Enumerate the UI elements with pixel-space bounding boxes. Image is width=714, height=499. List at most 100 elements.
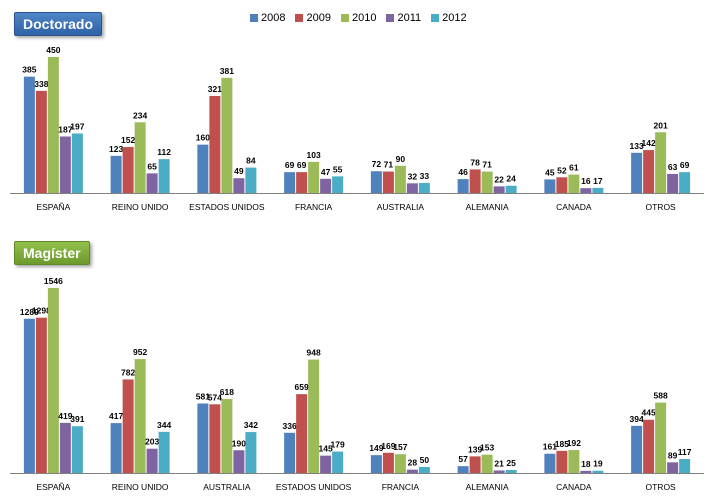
- doctorado-bar-australia-2012: [418, 183, 430, 193]
- doctorado-data-label-estados-unidos-2008: 160: [196, 133, 210, 143]
- magister-bar-canada-2008: [544, 453, 556, 473]
- magister-data-label-alemania-2009: 139: [468, 444, 482, 454]
- magister-bar-reino-unido-2012: [158, 431, 170, 473]
- doctorado-bar-francia-2008: [284, 172, 296, 193]
- magister-data-label-alemania-2011: 21: [494, 458, 504, 468]
- magister-bar-reino-unido-2009: [122, 379, 134, 473]
- magister-bar-estados-unidos-2012: [332, 451, 344, 473]
- doctorado-bar-alemania-2008: [457, 179, 469, 193]
- magister-bar-otros-2010: [655, 402, 667, 473]
- magister-bar-canada-2011: [580, 470, 592, 473]
- doctorado-bar-canada-2012: [592, 187, 604, 193]
- doctorado-title-badge: Doctorado: [14, 12, 102, 36]
- doctorado-bar-espana-2012: [71, 133, 83, 193]
- magister-bar-espana-2011: [59, 422, 71, 473]
- doctorado-data-label-otros-2009: 142: [642, 138, 656, 148]
- magister-bar-alemania-2012: [505, 470, 517, 473]
- doctorado-data-label-francia-2012: 55: [333, 164, 343, 174]
- legend-label-2009: 2009: [306, 12, 331, 24]
- magister-data-label-reino-unido-2011: 203: [145, 437, 159, 447]
- magister-data-label-canada-2008: 161: [543, 442, 557, 452]
- magister-data-label-australia-2010: 618: [220, 387, 234, 397]
- doctorado-bar-reino-unido-2010: [134, 122, 146, 193]
- magister-data-label-otros-2012: 117: [678, 447, 692, 457]
- magister-category-label-australia: AUSTRALIA: [203, 482, 251, 492]
- magister-bar-estados-unidos-2008: [284, 432, 296, 473]
- doctorado-data-label-canada-2009: 52: [557, 165, 567, 175]
- doctorado-data-label-espana-2009: 338: [34, 79, 48, 89]
- magister-data-label-francia-2008: 149: [369, 443, 383, 453]
- magister-data-label-espana-2011: 419: [58, 411, 72, 421]
- magister-bar-canada-2010: [568, 450, 580, 473]
- doctorado-bar-estados-unidos-2012: [245, 167, 257, 193]
- magister-bar-francia-2010: [394, 454, 406, 473]
- doctorado-bar-francia-2012: [332, 176, 344, 193]
- magister-data-label-francia-2010: 157: [393, 442, 407, 452]
- magister-data-label-espana-2008: 1289: [20, 307, 39, 317]
- magister-bar-espana-2008: [23, 318, 35, 473]
- magister-data-label-alemania-2012: 25: [506, 458, 516, 468]
- doctorado-category-label-otros: OTROS: [646, 202, 677, 212]
- doctorado-data-label-francia-2009: 69: [297, 160, 307, 170]
- magister-data-label-estados-unidos-2010: 948: [307, 348, 321, 358]
- doctorado-bar-otros-2010: [655, 132, 667, 193]
- magister-bar-australia-2009: [209, 404, 221, 473]
- doctorado-data-label-francia-2011: 47: [321, 167, 331, 177]
- doctorado-data-label-otros-2008: 133: [630, 141, 644, 151]
- doctorado-data-label-reino-unido-2011: 65: [147, 161, 157, 171]
- magister-data-label-otros-2009: 445: [642, 408, 656, 418]
- doctorado-data-label-canada-2011: 16: [581, 176, 591, 186]
- magister-category-label-estados-unidos: ESTADOS UNIDOS: [276, 482, 352, 492]
- doctorado-bar-canada-2009: [556, 177, 568, 193]
- magister-bar-alemania-2010: [481, 454, 493, 473]
- doctorado-data-label-canada-2012: 17: [593, 176, 603, 186]
- magister-data-label-estados-unidos-2012: 179: [331, 440, 345, 450]
- magister-data-label-estados-unidos-2009: 659: [295, 382, 309, 392]
- doctorado-category-label-estados-unidos: ESTADOS UNIDOS: [189, 202, 265, 212]
- doctorado-data-label-canada-2008: 45: [545, 167, 555, 177]
- magister-bar-australia-2011: [233, 450, 245, 473]
- doctorado-category-label-francia: FRANCIA: [295, 202, 333, 212]
- doctorado-bar-australia-2008: [370, 171, 382, 193]
- magister-data-label-espana-2009: 1298: [32, 306, 51, 316]
- legend-item-2010: 2010: [340, 12, 377, 24]
- magister-bar-otros-2009: [643, 419, 655, 473]
- doctorado-data-label-espana-2008: 385: [22, 65, 36, 75]
- doctorado-bar-alemania-2012: [505, 185, 517, 193]
- magister-bar-canada-2012: [592, 470, 604, 473]
- doctorado-bar-francia-2009: [296, 172, 308, 193]
- magister-data-label-canada-2010: 192: [567, 438, 581, 448]
- magister-bar-francia-2012: [418, 467, 430, 473]
- doctorado-bar-estados-unidos-2009: [209, 95, 221, 193]
- doctorado-data-label-alemania-2010: 71: [482, 160, 492, 170]
- doctorado-data-label-australia-2011: 32: [408, 171, 418, 181]
- magister-bar-australia-2012: [245, 432, 257, 473]
- doctorado-bar-estados-unidos-2010: [221, 77, 233, 193]
- magister-data-label-reino-unido-2012: 344: [157, 420, 171, 430]
- doctorado-data-label-estados-unidos-2012: 84: [246, 156, 256, 166]
- doctorado-bar-alemania-2011: [493, 186, 505, 193]
- doctorado-data-label-australia-2008: 72: [372, 159, 382, 169]
- doctorado-bar-estados-unidos-2008: [197, 144, 209, 193]
- doctorado-data-label-alemania-2011: 22: [494, 174, 504, 184]
- doctorado-bar-francia-2010: [308, 161, 320, 193]
- doctorado-bar-estados-unidos-2011: [233, 178, 245, 193]
- magister-bar-alemania-2011: [493, 470, 505, 473]
- doctorado-bar-australia-2010: [394, 165, 406, 193]
- doctorado-category-label-reino-unido: REINO UNIDO: [112, 202, 169, 212]
- magister-data-label-espana-2012: 391: [70, 414, 84, 424]
- magister-bar-reino-unido-2010: [134, 359, 146, 473]
- doctorado-bar-reino-unido-2012: [158, 159, 170, 193]
- doctorado-data-label-canada-2010: 61: [569, 163, 579, 173]
- magister-data-label-canada-2012: 19: [593, 459, 603, 469]
- magister-category-label-otros: OTROS: [646, 482, 677, 492]
- magister-bar-reino-unido-2008: [110, 423, 122, 473]
- doctorado-bar-alemania-2010: [481, 171, 493, 193]
- magister-category-label-francia: FRANCIA: [382, 482, 420, 492]
- chart-legend: 2008 2009 2010 2011 2012: [250, 12, 467, 24]
- legend-label-2010: 2010: [351, 12, 377, 24]
- legend-label-2012: 2012: [442, 12, 467, 24]
- doctorado-bar-canada-2008: [544, 179, 556, 193]
- magister-data-label-estados-unidos-2011: 145: [319, 444, 333, 454]
- magister-data-label-australia-2008: 581: [196, 391, 210, 401]
